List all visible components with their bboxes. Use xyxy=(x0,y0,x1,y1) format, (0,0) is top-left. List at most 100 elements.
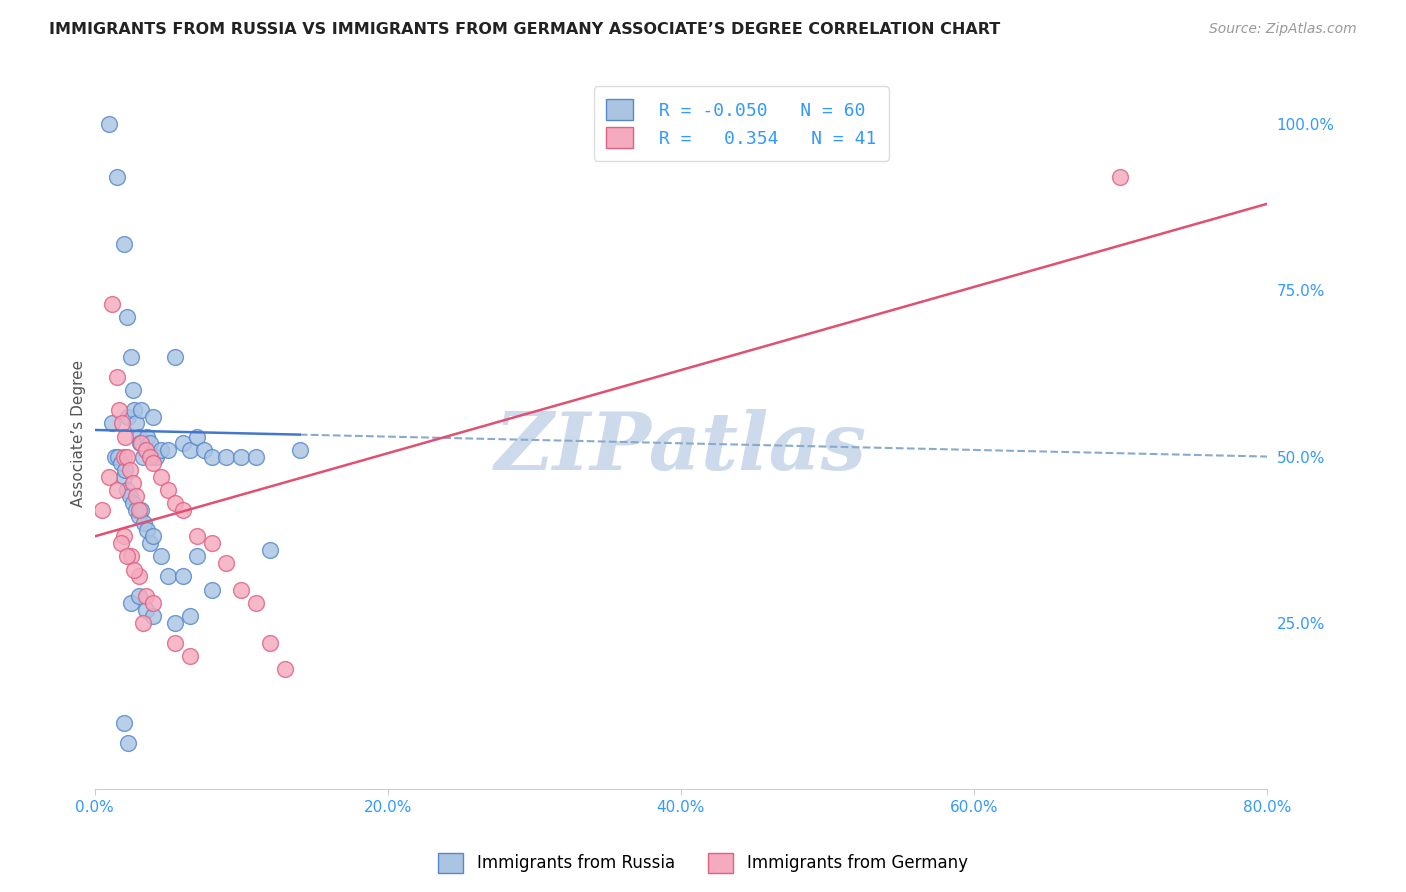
Point xyxy=(101,417,124,431)
Point xyxy=(201,450,224,464)
Point xyxy=(156,569,179,583)
Text: Source: ZipAtlas.com: Source: ZipAtlas.com xyxy=(1209,22,1357,37)
Point xyxy=(201,536,224,550)
Point xyxy=(110,456,132,470)
Point xyxy=(121,496,143,510)
Text: ZIPatlas: ZIPatlas xyxy=(495,409,868,486)
Point xyxy=(101,296,124,310)
Legend:  R = -0.050   N = 60,  R =   0.354   N = 41: R = -0.050 N = 60, R = 0.354 N = 41 xyxy=(593,87,889,161)
Point xyxy=(110,536,132,550)
Point xyxy=(122,403,145,417)
Point xyxy=(98,469,121,483)
Point xyxy=(128,429,150,443)
Point xyxy=(122,563,145,577)
Point xyxy=(128,589,150,603)
Point xyxy=(90,503,112,517)
Point xyxy=(118,463,141,477)
Point xyxy=(186,549,208,564)
Point xyxy=(115,310,138,324)
Point xyxy=(124,503,146,517)
Point xyxy=(135,442,157,457)
Point xyxy=(118,490,141,504)
Point xyxy=(111,417,134,431)
Point xyxy=(105,483,128,497)
Point xyxy=(124,417,146,431)
Point xyxy=(132,450,155,464)
Point xyxy=(288,442,311,457)
Point xyxy=(201,582,224,597)
Y-axis label: Associate’s Degree: Associate’s Degree xyxy=(72,359,86,507)
Point xyxy=(136,429,159,443)
Point xyxy=(105,170,128,185)
Point xyxy=(129,436,152,450)
Point xyxy=(1109,170,1132,185)
Point xyxy=(128,503,150,517)
Point xyxy=(117,409,139,424)
Point xyxy=(139,436,162,450)
Point xyxy=(105,369,128,384)
Point xyxy=(114,463,136,477)
Point xyxy=(131,436,153,450)
Point xyxy=(179,442,201,457)
Point xyxy=(114,429,136,443)
Text: IMMIGRANTS FROM RUSSIA VS IMMIGRANTS FROM GERMANY ASSOCIATE’S DEGREE CORRELATION: IMMIGRANTS FROM RUSSIA VS IMMIGRANTS FRO… xyxy=(49,22,1001,37)
Point xyxy=(121,383,143,397)
Point xyxy=(186,429,208,443)
Point xyxy=(135,589,157,603)
Point xyxy=(274,662,297,676)
Point xyxy=(215,556,238,570)
Point xyxy=(245,596,267,610)
Point xyxy=(142,409,165,424)
Point xyxy=(172,503,194,517)
Point xyxy=(186,529,208,543)
Point xyxy=(245,450,267,464)
Point xyxy=(156,483,179,497)
Point xyxy=(149,549,172,564)
Point xyxy=(139,450,162,464)
Point xyxy=(179,649,201,664)
Point xyxy=(259,542,281,557)
Point xyxy=(108,403,131,417)
Point xyxy=(112,469,135,483)
Point xyxy=(112,715,135,730)
Point xyxy=(215,450,238,464)
Point xyxy=(156,442,179,457)
Point xyxy=(259,636,281,650)
Point xyxy=(128,509,150,524)
Point xyxy=(124,490,146,504)
Point xyxy=(115,549,138,564)
Point xyxy=(231,450,253,464)
Point xyxy=(193,442,215,457)
Point xyxy=(112,450,135,464)
Point xyxy=(179,609,201,624)
Point xyxy=(142,456,165,470)
Point xyxy=(145,450,167,464)
Point xyxy=(231,582,253,597)
Point xyxy=(120,350,142,364)
Point xyxy=(128,569,150,583)
Point xyxy=(131,503,153,517)
Point xyxy=(172,436,194,450)
Point xyxy=(135,442,157,457)
Point xyxy=(120,549,142,564)
Point xyxy=(112,236,135,251)
Point xyxy=(132,615,155,630)
Point xyxy=(165,496,187,510)
Point xyxy=(117,735,139,749)
Point xyxy=(136,523,159,537)
Point xyxy=(149,442,172,457)
Point xyxy=(149,469,172,483)
Point xyxy=(142,596,165,610)
Point xyxy=(142,609,165,624)
Point xyxy=(104,450,127,464)
Point xyxy=(165,350,187,364)
Point xyxy=(98,117,121,131)
Point xyxy=(121,476,143,491)
Point xyxy=(134,516,156,530)
Point xyxy=(107,450,129,464)
Point xyxy=(165,615,187,630)
Point xyxy=(120,596,142,610)
Point xyxy=(135,602,157,616)
Point xyxy=(115,450,138,464)
Point xyxy=(142,529,165,543)
